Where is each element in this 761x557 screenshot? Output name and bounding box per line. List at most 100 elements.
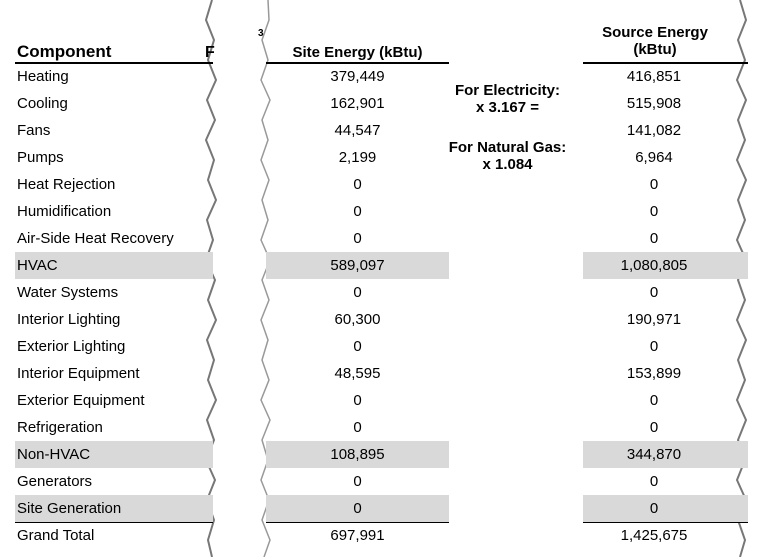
row-source-energy: 1,425,675: [620, 527, 688, 544]
row-source-energy: 0: [649, 230, 659, 247]
table-row: Heating 379,449 416,851: [0, 63, 761, 90]
row-source-energy: 344,870: [626, 446, 682, 463]
grand-total-rule: [583, 522, 748, 523]
row-source-energy: 0: [649, 203, 659, 220]
row-site-energy: 697,991: [330, 527, 385, 544]
row-component-name: Pumps: [17, 149, 64, 166]
row-source-energy: 0: [649, 176, 659, 193]
table-row: Grand Total 697,991 1,425,675: [0, 522, 761, 549]
row-shading: [266, 441, 449, 468]
row-source-energy: 141,082: [626, 122, 682, 139]
row-source-energy: 190,971: [626, 311, 682, 328]
row-shading: [583, 252, 748, 279]
header-fragment-small: 3: [258, 28, 264, 39]
row-site-energy: 0: [353, 203, 362, 220]
gas-label: For Natural Gas:: [448, 139, 567, 156]
header-fragment: F: [205, 44, 215, 61]
row-source-energy: 416,851: [626, 68, 682, 85]
row-site-energy: 2,199: [338, 149, 377, 166]
row-component-name: HVAC: [17, 257, 58, 274]
row-shading: [583, 441, 748, 468]
row-component-name: Humidification: [17, 203, 112, 220]
row-shading: [583, 495, 748, 522]
row-component-name: Grand Total: [17, 527, 95, 544]
header-rule-left: [15, 62, 213, 64]
table-row: Exterior Equipment 0 0: [0, 387, 761, 414]
gas-note: For Natural Gas: x 1.084: [430, 139, 585, 173]
table-row: Interior Lighting 60,300 190,971: [0, 306, 761, 333]
table-row: Refrigeration 0 0: [0, 414, 761, 441]
row-site-energy: 379,449: [330, 68, 385, 85]
row-source-energy: 0: [649, 392, 659, 409]
header-site-energy: Site Energy (kBtu): [292, 44, 423, 61]
row-site-energy: 48,595: [334, 365, 381, 382]
table-row: Cooling 162,901 515,908: [0, 90, 761, 117]
row-component-name: Air-Side Heat Recovery: [17, 230, 174, 247]
row-source-energy: 0: [649, 338, 659, 355]
row-shading: [15, 252, 213, 279]
row-site-energy: 0: [353, 392, 362, 409]
row-site-energy: 0: [353, 419, 362, 436]
table-row: Site Generation 0 0: [0, 495, 761, 522]
row-source-energy: 0: [649, 419, 659, 436]
row-component-name: Cooling: [17, 95, 68, 112]
table-row: Generators 0 0: [0, 468, 761, 495]
row-component-name: Refrigeration: [17, 419, 103, 436]
row-site-energy: 0: [353, 230, 362, 247]
table-row: Air-Side Heat Recovery 0 0: [0, 225, 761, 252]
row-site-energy: 60,300: [334, 311, 381, 328]
electricity-factor: x 3.167 =: [476, 99, 539, 116]
table-row: Exterior Lighting 0 0: [0, 333, 761, 360]
row-shading: [266, 495, 449, 522]
row-component-name: Fans: [17, 122, 51, 139]
row-component-name: Site Generation: [17, 500, 122, 517]
header-source-energy-line1: Source Energy: [602, 24, 708, 41]
row-site-energy: 44,547: [334, 122, 381, 139]
row-site-energy: 0: [353, 338, 362, 355]
row-shading: [15, 495, 213, 522]
table-row: Non-HVAC 108,895 344,870: [0, 441, 761, 468]
electricity-note: For Electricity: x 3.167 =: [430, 82, 585, 116]
row-component-name: Non-HVAC: [17, 446, 91, 463]
header-source-energy-line2: (kBtu): [633, 41, 677, 58]
row-shading: [266, 252, 449, 279]
table-row: Heat Rejection 0 0: [0, 171, 761, 198]
table-row: HVAC 589,097 1,080,805: [0, 252, 761, 279]
row-component-name: Interior Equipment: [17, 365, 140, 382]
table-row: Fans 44,547 141,082: [0, 117, 761, 144]
table-row: Water Systems 0 0: [0, 279, 761, 306]
row-component-name: Exterior Equipment: [17, 392, 145, 409]
electricity-label: For Electricity:: [454, 82, 561, 99]
table-row: Humidification 0 0: [0, 198, 761, 225]
row-site-energy: 589,097: [330, 257, 385, 274]
header-rule-middle: [266, 62, 449, 64]
row-source-energy: 0: [649, 473, 659, 490]
row-shading: [15, 441, 213, 468]
table-row: Pumps 2,199 6,964: [0, 144, 761, 171]
row-component-name: Generators: [17, 473, 93, 490]
row-component-name: Heat Rejection: [17, 176, 116, 193]
row-source-energy: 1,080,805: [620, 257, 688, 274]
row-source-energy: 515,908: [626, 95, 682, 112]
row-site-energy: 0: [353, 176, 362, 193]
header-source-energy: Source Energy (kBtu): [585, 24, 725, 58]
header-rule-right: [583, 62, 748, 64]
row-source-energy: 0: [649, 500, 659, 517]
row-source-energy: 6,964: [635, 149, 673, 166]
row-component-name: Exterior Lighting: [17, 338, 126, 355]
row-source-energy: 153,899: [626, 365, 682, 382]
gas-factor: x 1.084: [482, 156, 533, 173]
row-component-name: Interior Lighting: [17, 311, 121, 328]
row-source-energy: 0: [649, 284, 659, 301]
row-site-energy: 0: [353, 473, 362, 490]
row-site-energy: 0: [353, 284, 362, 301]
row-site-energy: 0: [353, 500, 362, 517]
row-component-name: Water Systems: [17, 284, 119, 301]
header-component: Component: [17, 42, 112, 61]
row-site-energy: 162,901: [330, 95, 385, 112]
row-site-energy: 108,895: [330, 446, 385, 463]
grand-total-rule: [15, 522, 213, 523]
row-component-name: Heating: [17, 68, 69, 85]
table-row: Interior Equipment 48,595 153,899: [0, 360, 761, 387]
grand-total-rule: [266, 522, 449, 523]
